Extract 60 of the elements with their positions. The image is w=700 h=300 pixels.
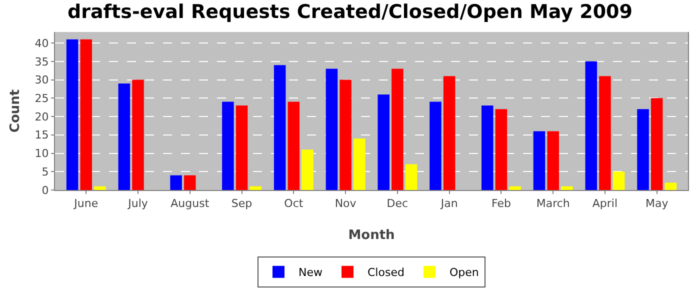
y-axis-title: Count bbox=[8, 89, 23, 133]
x-tick-label: August bbox=[170, 197, 210, 210]
y-tick-label: 30 bbox=[34, 74, 49, 87]
x-tick-label: Oct bbox=[284, 197, 304, 210]
y-tick-label: 15 bbox=[34, 128, 49, 142]
bar bbox=[184, 175, 196, 190]
bar bbox=[80, 39, 92, 190]
y-tick-label: 10 bbox=[34, 147, 49, 160]
x-tick-label: May bbox=[645, 197, 669, 210]
bar bbox=[637, 109, 649, 190]
bar bbox=[561, 186, 573, 190]
x-tick-label: Nov bbox=[334, 197, 357, 210]
x-tick-label: Feb bbox=[491, 197, 511, 210]
bar bbox=[274, 65, 286, 190]
bar bbox=[222, 102, 234, 190]
legend-label: Closed bbox=[368, 266, 404, 280]
bar bbox=[585, 61, 598, 190]
bar bbox=[599, 76, 611, 190]
bar bbox=[509, 186, 521, 190]
x-tick-label: Jan bbox=[440, 197, 458, 210]
x-tick-label: June bbox=[73, 197, 98, 210]
y-tick-label: 5 bbox=[42, 165, 49, 178]
bar bbox=[302, 150, 314, 190]
bar bbox=[650, 98, 663, 190]
bar bbox=[392, 68, 404, 190]
bar bbox=[664, 182, 677, 190]
bar bbox=[495, 109, 508, 190]
x-tick-label: Dec bbox=[386, 197, 408, 210]
y-tick-label: 40 bbox=[34, 36, 49, 50]
bar bbox=[170, 175, 182, 190]
y-tick-label: 35 bbox=[34, 55, 49, 68]
bar bbox=[236, 105, 248, 190]
y-tick-label: 0 bbox=[42, 184, 49, 197]
bar bbox=[547, 131, 559, 190]
bar bbox=[378, 94, 390, 190]
bar bbox=[443, 76, 456, 190]
bar bbox=[405, 164, 418, 190]
x-tick-label: April bbox=[592, 197, 618, 210]
bar bbox=[430, 102, 442, 190]
x-tick-label: July bbox=[127, 197, 148, 210]
bar bbox=[288, 102, 300, 190]
x-axis-title: Month bbox=[348, 228, 395, 243]
bar bbox=[533, 131, 546, 190]
bar bbox=[132, 80, 144, 190]
bar bbox=[612, 172, 625, 190]
legend-label: Open bbox=[449, 266, 479, 280]
bar bbox=[66, 39, 78, 190]
bar bbox=[354, 138, 366, 190]
bar bbox=[118, 83, 130, 190]
y-tick-label: 20 bbox=[34, 110, 49, 124]
legend-label: New bbox=[298, 266, 322, 280]
bar bbox=[340, 80, 352, 190]
bar bbox=[94, 186, 106, 190]
bar bbox=[482, 105, 494, 190]
bar bbox=[250, 186, 262, 190]
chart-title: drafts-eval Requests Created/Closed/Open May 2009 bbox=[68, 0, 632, 23]
x-tick-label: Sep bbox=[231, 197, 252, 210]
x-tick-label: March bbox=[536, 197, 570, 210]
y-tick-label: 25 bbox=[34, 92, 49, 105]
bar bbox=[326, 68, 338, 190]
